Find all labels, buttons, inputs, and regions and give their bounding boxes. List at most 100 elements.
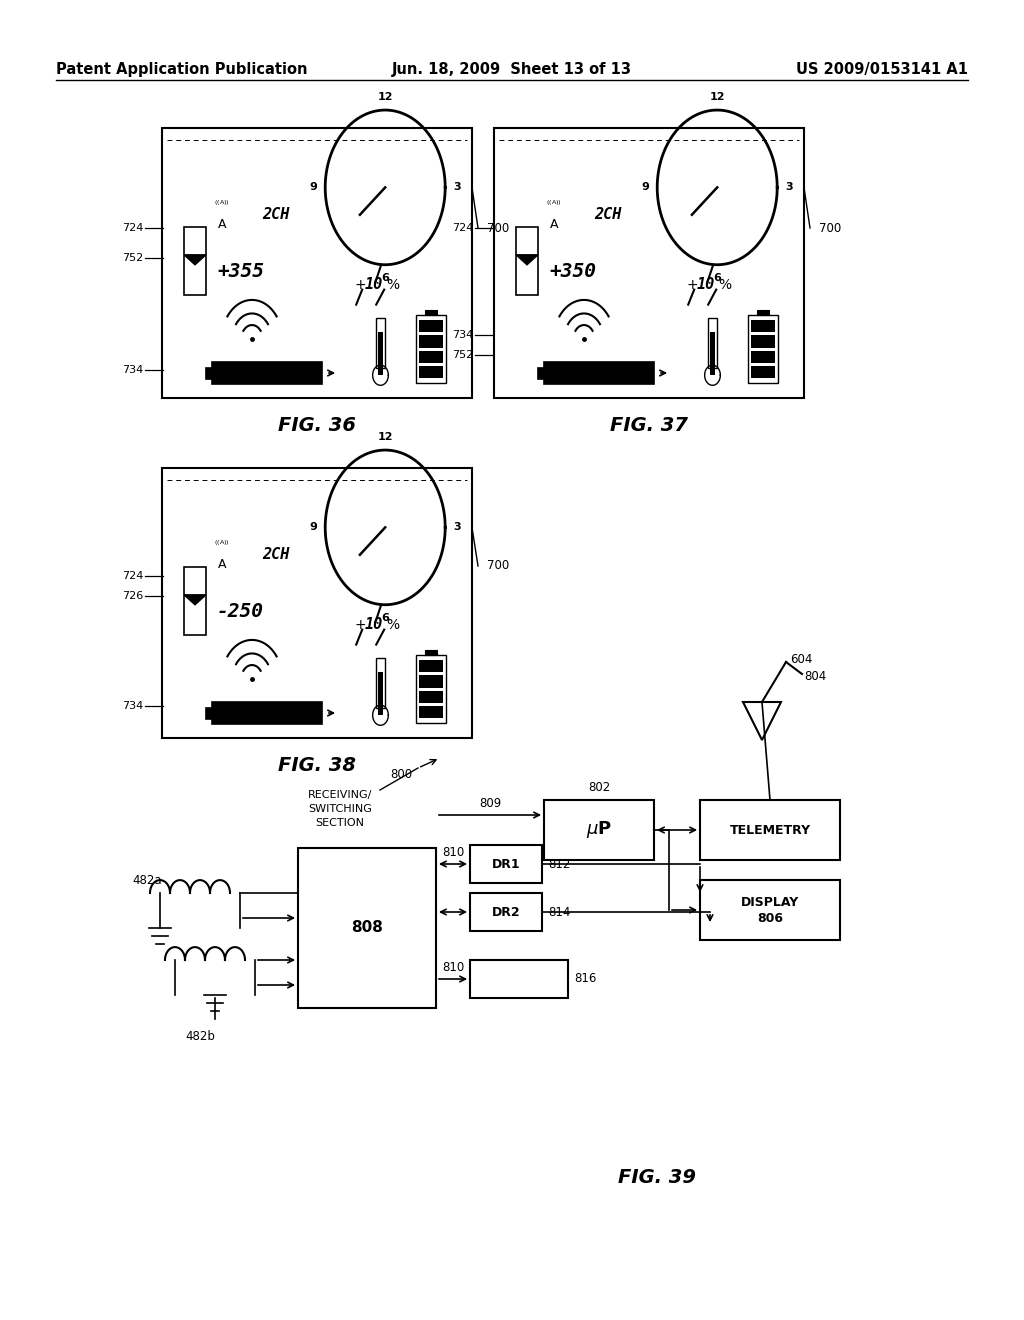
Polygon shape — [184, 255, 206, 265]
Text: %: % — [718, 277, 731, 292]
Text: 800: 800 — [390, 768, 412, 781]
Text: 724: 724 — [452, 223, 473, 234]
Bar — [425, 310, 437, 315]
Text: +: + — [686, 277, 697, 292]
Text: $^{((\mathsf{A}))}$: $^{((\mathsf{A}))}$ — [546, 199, 562, 209]
Bar — [494, 128, 804, 399]
Bar — [538, 367, 544, 379]
Bar — [544, 362, 654, 384]
Text: 482b: 482b — [185, 1030, 215, 1043]
Text: FIG. 37: FIG. 37 — [610, 416, 688, 436]
Bar — [419, 706, 443, 718]
Text: 9: 9 — [309, 523, 317, 532]
Bar — [749, 315, 778, 383]
Bar — [378, 333, 383, 375]
Text: 3: 3 — [454, 523, 461, 532]
Text: 12: 12 — [378, 92, 393, 102]
Text: DR1: DR1 — [492, 858, 520, 870]
Text: SECTION: SECTION — [315, 818, 365, 828]
Text: $^{((\mathsf{A}))}$: $^{((\mathsf{A}))}$ — [214, 199, 229, 209]
Text: 6: 6 — [381, 612, 389, 623]
Text: $^{((\mathsf{A}))}$: $^{((\mathsf{A}))}$ — [214, 540, 229, 548]
Text: FIG. 36: FIG. 36 — [278, 416, 356, 436]
Bar — [376, 657, 385, 708]
Text: 10: 10 — [365, 277, 382, 292]
Bar — [416, 655, 446, 723]
Bar — [752, 366, 775, 378]
Text: 3: 3 — [785, 182, 793, 193]
Bar — [162, 469, 472, 738]
Text: 12: 12 — [378, 432, 393, 442]
Text: 726: 726 — [122, 591, 143, 601]
Bar — [470, 960, 568, 998]
Bar — [419, 366, 443, 378]
Text: 2CH: 2CH — [594, 207, 622, 222]
Text: $\mathsf{A}$: $\mathsf{A}$ — [217, 558, 227, 572]
Text: 810: 810 — [442, 846, 464, 859]
Text: 812: 812 — [548, 858, 570, 870]
Text: 802: 802 — [588, 781, 610, 795]
Bar — [757, 310, 769, 315]
Text: 700: 700 — [487, 222, 509, 235]
Bar — [184, 227, 206, 296]
Bar — [376, 318, 385, 368]
Text: FIG. 39: FIG. 39 — [618, 1168, 696, 1187]
Bar — [206, 367, 212, 379]
Text: 752: 752 — [122, 253, 143, 263]
Text: 724: 724 — [122, 572, 143, 581]
Bar — [419, 676, 443, 688]
Polygon shape — [184, 595, 206, 605]
Text: 2CH: 2CH — [262, 546, 290, 562]
Text: 700: 700 — [819, 222, 842, 235]
Bar — [419, 351, 443, 363]
Bar — [700, 800, 840, 861]
Bar — [752, 319, 775, 333]
Bar — [212, 362, 322, 384]
Text: +: + — [354, 277, 366, 292]
Text: 2CH: 2CH — [262, 207, 290, 222]
Text: 734: 734 — [452, 330, 473, 341]
Text: 734: 734 — [122, 701, 143, 711]
Polygon shape — [516, 255, 538, 265]
Bar — [184, 568, 206, 635]
Bar — [419, 335, 443, 347]
Text: DR2: DR2 — [492, 906, 520, 919]
Text: $\mu$P: $\mu$P — [586, 820, 612, 841]
Bar — [419, 690, 443, 702]
Bar — [416, 315, 446, 383]
Text: $\mathsf{A}$: $\mathsf{A}$ — [549, 218, 559, 231]
Text: 10: 10 — [696, 277, 715, 292]
Bar — [708, 318, 718, 368]
Text: 700: 700 — [487, 560, 509, 573]
Text: 3: 3 — [454, 182, 461, 193]
Text: %: % — [386, 277, 399, 292]
Text: 6: 6 — [381, 273, 389, 282]
Text: 9: 9 — [309, 182, 317, 193]
Text: 808: 808 — [351, 920, 383, 936]
Bar — [752, 335, 775, 347]
Text: 9: 9 — [641, 182, 649, 193]
Bar — [710, 333, 716, 375]
Text: TELEMETRY: TELEMETRY — [729, 824, 811, 837]
Text: 724: 724 — [122, 223, 143, 234]
Text: +355: +355 — [217, 261, 264, 281]
Text: 12: 12 — [710, 92, 725, 102]
Text: 734: 734 — [122, 366, 143, 375]
Text: 10: 10 — [365, 616, 382, 632]
Text: 806: 806 — [757, 912, 783, 924]
Text: 814: 814 — [548, 906, 570, 919]
Text: Patent Application Publication: Patent Application Publication — [56, 62, 307, 77]
Text: DISPLAY: DISPLAY — [741, 895, 799, 908]
Text: %: % — [386, 618, 399, 631]
Text: RECEIVING/: RECEIVING/ — [308, 789, 372, 800]
Text: US 2009/0153141 A1: US 2009/0153141 A1 — [796, 62, 968, 77]
Text: 809: 809 — [479, 797, 501, 810]
Bar — [378, 672, 383, 715]
Bar — [425, 649, 437, 655]
Text: 816: 816 — [574, 973, 596, 986]
Bar — [298, 847, 436, 1008]
Bar — [516, 227, 538, 296]
Bar — [544, 800, 654, 861]
Bar — [212, 702, 322, 723]
Text: $\mathsf{A}$: $\mathsf{A}$ — [217, 218, 227, 231]
